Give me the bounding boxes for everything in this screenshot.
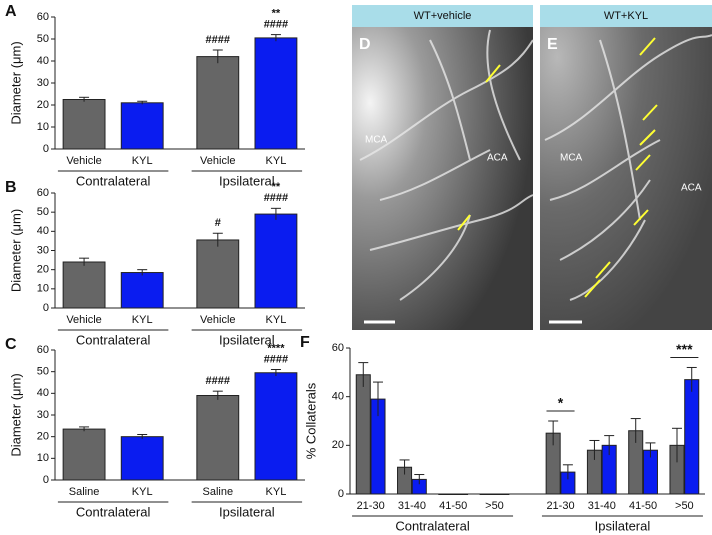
y-tick-label: 40 [37, 55, 49, 67]
x-tick-label: 41-50 [629, 500, 657, 512]
x-tick-label: KYL [266, 314, 287, 326]
bar [62, 428, 106, 481]
image-panel-e [540, 5, 712, 330]
bar [120, 272, 164, 309]
x-tick-label: Saline [203, 486, 234, 498]
bar [254, 37, 298, 150]
x-tick-label: KYL [132, 486, 153, 498]
x-tick-label: KYL [266, 155, 287, 167]
group-label: Ipsilateral [219, 173, 275, 188]
y-tick-label: 30 [37, 244, 49, 256]
bar [120, 436, 164, 481]
bar [254, 213, 298, 309]
group-label: Ipsilateral [219, 332, 275, 347]
x-tick-label: >50 [675, 500, 694, 512]
y-tick-label: 50 [37, 206, 49, 218]
x-tick-label: Vehicle [66, 314, 101, 326]
group-label: Contralateral [76, 504, 151, 519]
x-tick-label: >50 [485, 500, 504, 512]
x-tick-label: 21-30 [357, 500, 385, 512]
x-tick-label: KYL [132, 155, 153, 167]
y-tick-label: 60 [37, 344, 49, 356]
significance-label: #### [264, 192, 288, 204]
group-label: Ipsilateral [219, 504, 275, 519]
bar [196, 56, 240, 150]
significance-label: # [215, 217, 221, 229]
significance-label: *** [676, 341, 693, 357]
y-tick-label: 0 [43, 474, 49, 486]
y-tick-label: 60 [37, 187, 49, 199]
y-axis-label: Diameter (μm) [8, 373, 23, 456]
x-tick-label: 21-30 [546, 500, 574, 512]
panel-letter: F [300, 334, 310, 351]
x-tick-label: KYL [266, 486, 287, 498]
region-label: ACA [487, 153, 508, 164]
bar [196, 239, 240, 309]
y-axis-label: Diameter (μm) [8, 209, 23, 292]
image-header: WT+vehicle [414, 10, 472, 22]
bar [62, 261, 106, 309]
y-tick-label: 40 [37, 225, 49, 237]
group-label: Contralateral [395, 518, 470, 533]
y-tick-label: 60 [332, 342, 344, 354]
y-tick-label: 50 [37, 33, 49, 45]
group-label: Contralateral [76, 332, 151, 347]
group-label: Contralateral [76, 173, 151, 188]
significance-label: #### [206, 375, 230, 387]
significance-label: ** [272, 8, 281, 20]
panel-letter: A [5, 3, 17, 20]
significance-label: #### [264, 353, 288, 365]
y-tick-label: 50 [37, 366, 49, 378]
panel-letter: C [5, 336, 17, 353]
x-tick-label: Vehicle [200, 314, 235, 326]
panel-letter: E [547, 36, 558, 53]
y-tick-label: 0 [338, 488, 344, 500]
y-tick-label: 0 [43, 302, 49, 314]
y-tick-label: 10 [37, 283, 49, 295]
y-tick-label: 60 [37, 11, 49, 23]
y-tick-label: 40 [332, 391, 344, 403]
significance-label: #### [206, 34, 230, 46]
panel-letter: B [5, 179, 17, 196]
region-label: MCA [365, 135, 388, 146]
significance-label: * [558, 395, 564, 411]
bar [196, 395, 240, 481]
image-header: WT+KYL [604, 10, 648, 22]
y-tick-label: 30 [37, 409, 49, 421]
image-panel-d [352, 5, 534, 330]
group-label: Ipsilateral [595, 518, 651, 533]
panel-letter: D [359, 36, 371, 53]
y-tick-label: 10 [37, 121, 49, 133]
bar [254, 372, 298, 481]
y-tick-label: 20 [332, 439, 344, 451]
significance-label: **** [267, 342, 285, 354]
bar [684, 379, 700, 495]
y-axis-label: % Collaterals [303, 382, 318, 459]
bar [62, 99, 106, 150]
y-tick-label: 10 [37, 452, 49, 464]
bar [120, 102, 164, 150]
y-tick-label: 20 [37, 264, 49, 276]
x-tick-label: Vehicle [66, 155, 101, 167]
y-axis-label: Diameter (μm) [8, 41, 23, 124]
y-tick-label: 20 [37, 99, 49, 111]
y-tick-label: 0 [43, 143, 49, 155]
region-label: MCA [560, 153, 583, 164]
x-tick-label: 41-50 [439, 500, 467, 512]
y-tick-label: 20 [37, 431, 49, 443]
x-tick-label: 31-40 [398, 500, 426, 512]
significance-label: #### [264, 19, 288, 31]
x-tick-label: KYL [132, 314, 153, 326]
y-tick-label: 30 [37, 77, 49, 89]
significance-label: ** [272, 181, 281, 193]
x-tick-label: 31-40 [588, 500, 616, 512]
bar [355, 374, 371, 495]
y-tick-label: 40 [37, 387, 49, 399]
x-tick-label: Saline [69, 486, 100, 498]
region-label: ACA [681, 183, 702, 194]
x-tick-label: Vehicle [200, 155, 235, 167]
